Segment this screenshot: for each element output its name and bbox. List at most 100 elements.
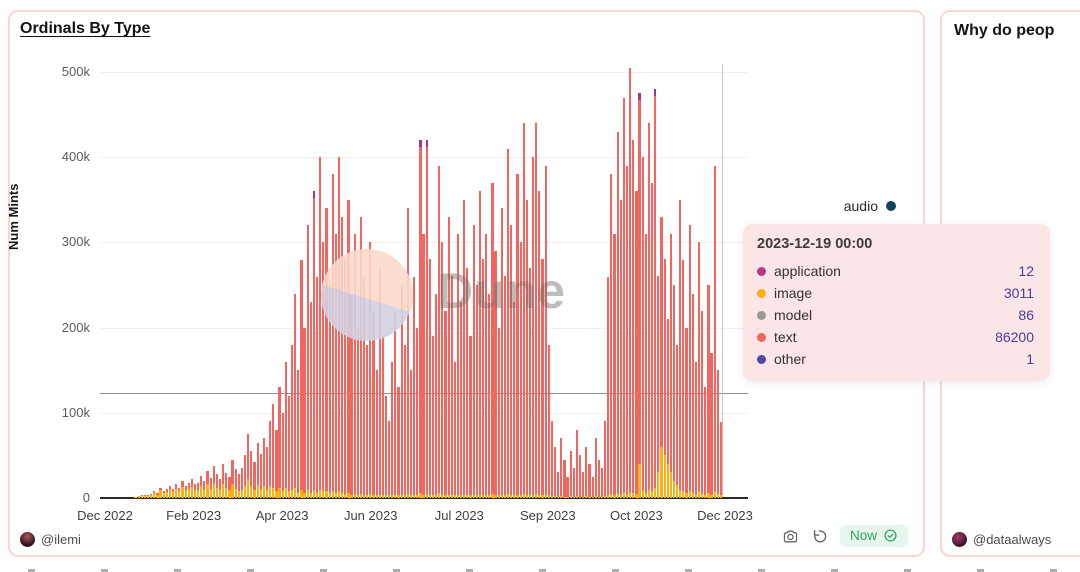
bar-image[interactable]: [629, 492, 632, 498]
bar-text[interactable]: [250, 451, 253, 487]
bar-text[interactable]: [303, 327, 306, 493]
bar-image[interactable]: [434, 494, 438, 498]
bar-text[interactable]: [319, 157, 322, 490]
bar-text[interactable]: [384, 395, 388, 496]
bar-text[interactable]: [297, 370, 300, 493]
bar-image[interactable]: [297, 492, 300, 498]
bar-image[interactable]: [500, 494, 503, 498]
bar-text[interactable]: [466, 267, 469, 496]
bar-image[interactable]: [635, 493, 638, 498]
avatar[interactable]: [952, 532, 967, 547]
bar-image[interactable]: [669, 472, 672, 498]
bar-other[interactable]: [638, 93, 641, 101]
bar-image[interactable]: [306, 489, 309, 498]
bar-image[interactable]: [197, 489, 200, 498]
bar-image[interactable]: [460, 495, 463, 498]
bar-text[interactable]: [650, 182, 654, 492]
bar-text[interactable]: [622, 97, 625, 493]
bar-image[interactable]: [478, 494, 481, 498]
bar-image[interactable]: [247, 479, 250, 498]
bar-text[interactable]: [215, 474, 219, 488]
bar-text[interactable]: [172, 489, 175, 492]
bar-image[interactable]: [319, 489, 322, 498]
bar-text[interactable]: [225, 472, 228, 488]
bar-text[interactable]: [666, 319, 669, 464]
bar-image[interactable]: [657, 472, 660, 498]
bar-text[interactable]: [375, 370, 378, 496]
bar-text[interactable]: [597, 459, 600, 498]
bar-text[interactable]: [632, 140, 635, 493]
bar-text[interactable]: [604, 421, 607, 497]
bar-image[interactable]: [287, 491, 291, 498]
bar-image[interactable]: [209, 488, 212, 498]
bar-image[interactable]: [300, 489, 303, 498]
bar-image[interactable]: [710, 494, 713, 498]
bar-text[interactable]: [222, 464, 225, 485]
bar-text[interactable]: [500, 208, 503, 495]
bar-text[interactable]: [494, 250, 497, 496]
bar-text[interactable]: [569, 451, 572, 497]
bar-text[interactable]: [306, 225, 309, 490]
bar-text[interactable]: [503, 276, 507, 496]
bar-image[interactable]: [231, 484, 234, 498]
bar-image[interactable]: [165, 492, 168, 498]
bar-text[interactable]: [669, 233, 672, 473]
bar-image[interactable]: [331, 491, 334, 498]
bar-image[interactable]: [594, 496, 597, 498]
chart-legend[interactable]: audio: [782, 198, 896, 214]
bar-image[interactable]: [362, 494, 366, 498]
bar-text[interactable]: [594, 438, 597, 497]
bar-image[interactable]: [168, 489, 172, 498]
bar-image[interactable]: [516, 494, 519, 498]
bar-image[interactable]: [676, 485, 679, 498]
bar-text[interactable]: [209, 477, 212, 489]
bar-image[interactable]: [316, 492, 319, 498]
bar-text[interactable]: [294, 293, 297, 488]
bar-text[interactable]: [582, 472, 585, 498]
bar-image[interactable]: [453, 495, 456, 498]
bar-text[interactable]: [184, 486, 187, 491]
bar-image[interactable]: [281, 491, 284, 498]
bar-image[interactable]: [519, 495, 522, 498]
bar-text[interactable]: [143, 494, 147, 496]
bar-text[interactable]: [434, 293, 438, 495]
bar-text[interactable]: [218, 479, 222, 491]
bar-text[interactable]: [710, 353, 713, 495]
bar-image[interactable]: [341, 492, 344, 498]
bar-image[interactable]: [588, 497, 591, 498]
bar-other[interactable]: [425, 140, 428, 147]
bar-image[interactable]: [688, 491, 691, 498]
bar-text[interactable]: [450, 276, 453, 496]
bar-image[interactable]: [234, 488, 237, 498]
bar-image[interactable]: [212, 482, 215, 498]
bar-text[interactable]: [506, 148, 510, 494]
bar-text[interactable]: [334, 233, 337, 493]
bar-image[interactable]: [143, 495, 147, 498]
bar-image[interactable]: [172, 492, 175, 498]
bar-image[interactable]: [694, 494, 697, 498]
bar-text[interactable]: [691, 293, 694, 493]
bar-image[interactable]: [384, 495, 388, 498]
plot-area[interactable]: [100, 64, 748, 499]
bar-image[interactable]: [284, 487, 287, 498]
bar-text[interactable]: [438, 165, 441, 493]
bar-image[interactable]: [550, 496, 553, 498]
bar-text[interactable]: [713, 165, 716, 492]
bar-text[interactable]: [510, 225, 513, 495]
bar-image[interactable]: [438, 492, 441, 498]
bar-image[interactable]: [441, 494, 444, 498]
bar-image[interactable]: [578, 497, 582, 498]
bar-text[interactable]: [475, 285, 478, 496]
bar-image[interactable]: [682, 491, 685, 498]
bar-text[interactable]: [516, 174, 519, 495]
bar-image[interactable]: [456, 494, 460, 498]
bar-text[interactable]: [156, 492, 159, 495]
bar-text[interactable]: [190, 479, 193, 487]
author-handle[interactable]: @dataalways: [973, 532, 1052, 547]
bar-text[interactable]: [175, 484, 178, 489]
author-handle[interactable]: @ilemi: [41, 532, 81, 547]
bar-image[interactable]: [312, 489, 316, 498]
bar-image[interactable]: [397, 495, 400, 498]
bar-image[interactable]: [638, 463, 641, 498]
bar-image[interactable]: [597, 497, 600, 498]
